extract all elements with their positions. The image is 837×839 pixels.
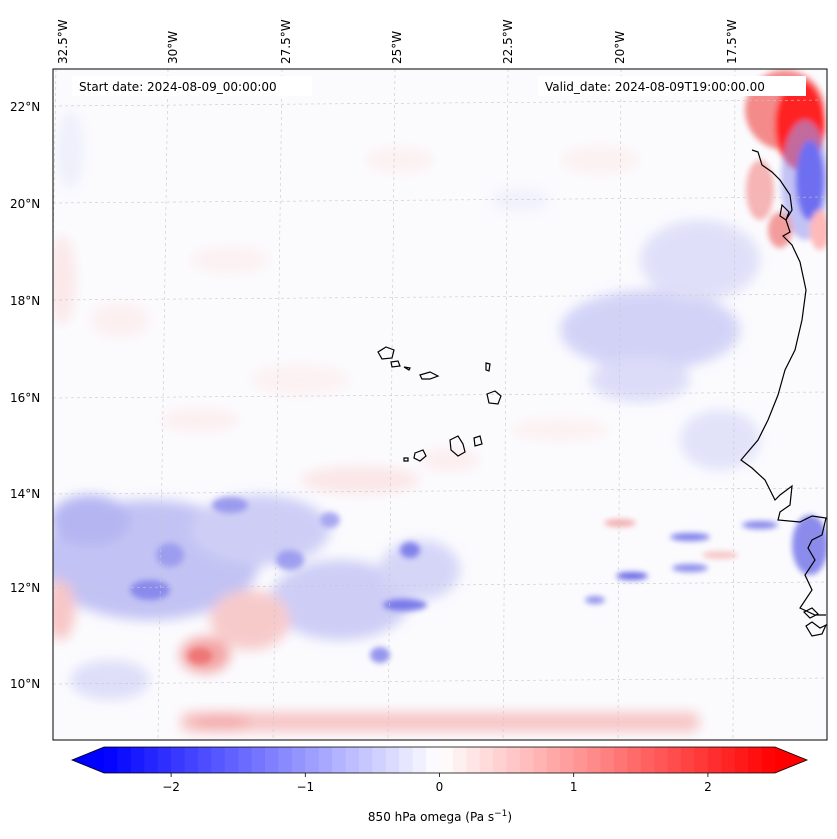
map-frame (52, 68, 828, 741)
colorbar-segment (157, 747, 172, 773)
start-date-box (72, 76, 312, 96)
colorbar-segment (305, 747, 320, 773)
colorbar-segment (613, 747, 628, 773)
colorbar-extend-min (72, 747, 104, 773)
lat-tick-label: 10°N (10, 677, 40, 691)
colorbar-segment (318, 747, 333, 773)
valid-date-label: Valid_date: 2024-08-09T19:00:00.00 (545, 80, 765, 94)
colorbar-segment (117, 747, 132, 773)
colorbar-segment (681, 747, 695, 773)
colorbar-segment (466, 747, 481, 773)
lon-tick-label: 25°W (390, 31, 404, 64)
cape-verde-islands (377, 346, 395, 360)
lat-tick-label: 18°N (10, 294, 40, 308)
lon-tick-labels: 32.5°W 30°W 27.5°W 25°W 22.5°W 20°W 17.5… (56, 19, 739, 64)
colorbar-segment (734, 747, 749, 773)
lat-tick-label: 16°N (10, 391, 40, 405)
colorbar-segment (587, 747, 601, 773)
colorbar-segment (560, 747, 575, 773)
colorbar-segments (104, 747, 776, 773)
colorbar-outline (70, 746, 809, 774)
colorbar-segment (439, 747, 454, 773)
lat-tick-label: 20°N (10, 197, 40, 211)
colorbar-tick-label: 2 (704, 780, 712, 794)
colorbar-segment (721, 747, 736, 773)
colorbar-segment (332, 747, 346, 773)
colorbar-tick-label: 1 (570, 780, 578, 794)
colorbar-tick-label: −2 (162, 780, 180, 794)
colorbar-segment (546, 747, 561, 773)
lat-tick-label: 12°N (10, 581, 40, 595)
lon-tick-label: 32.5°W (56, 19, 70, 64)
lat-tick-label: 14°N (10, 487, 40, 501)
colorbar-segment (761, 747, 776, 773)
colorbar-segment (654, 747, 669, 773)
colorbar-segment (452, 747, 467, 773)
colorbar-ticks: −2 −1 0 1 2 (162, 773, 712, 794)
colorbar-segment (278, 747, 293, 773)
colorbar-extend-max (775, 747, 807, 773)
colorbar-segment (197, 747, 212, 773)
colorbar-segment (358, 747, 373, 773)
colorbar-segment (627, 747, 642, 773)
colorbar-segment (479, 747, 494, 773)
colorbar-segment (520, 747, 534, 773)
lon-tick-label: 30°W (166, 31, 180, 64)
lon-tick-label: 22.5°W (501, 19, 515, 64)
colorbar-segment (238, 747, 253, 773)
colorbar: −2 −1 0 1 2 850 hPa omega (Pa s−1) (70, 746, 809, 824)
map-gridlines (53, 69, 827, 740)
colorbar-segment (533, 747, 548, 773)
africa-coastline (740, 149, 827, 616)
colorbar-segment (412, 747, 427, 773)
colorbar-segment (345, 747, 360, 773)
colorbar-segment (506, 747, 521, 773)
colorbar-segment (573, 747, 588, 773)
lon-tick-label: 17.5°W (725, 19, 739, 64)
colorbar-segment (399, 747, 414, 773)
colorbar-segment (426, 747, 440, 773)
colorbar-segment (748, 747, 762, 773)
colorbar-segment (171, 747, 185, 773)
colorbar-segment (265, 747, 279, 773)
colorbar-segment (385, 747, 400, 773)
colorbar-tick-label: −1 (296, 780, 314, 794)
colorbar-segment (130, 747, 145, 773)
colorbar-segment (640, 747, 655, 773)
start-date-label: Start date: 2024-08-09_00:00:00 (79, 80, 277, 94)
colorbar-segment (600, 747, 615, 773)
colorbar-segment (493, 747, 507, 773)
colorbar-segment (224, 747, 239, 773)
map-plot-area: Start date: 2024-08-09_00:00:00 Valid_da… (53, 69, 827, 740)
colorbar-segment (251, 747, 266, 773)
colorbar-label: 850 hPa omega (Pa s−1) (368, 809, 512, 824)
colorbar-segment (694, 747, 709, 773)
colorbar-segment (144, 747, 159, 773)
colorbar-segment (104, 747, 118, 773)
coastlines (377, 149, 827, 637)
colorbar-segment (667, 747, 682, 773)
lon-tick-label: 27.5°W (279, 19, 293, 64)
colorbar-segment (211, 747, 226, 773)
colorbar-segment (291, 747, 306, 773)
colorbar-segment (184, 747, 199, 773)
colorbar-segment (372, 747, 387, 773)
lon-tick-label: 20°W (613, 31, 627, 64)
valid-date-box (538, 76, 806, 96)
omega-field (53, 70, 827, 732)
lat-tick-labels: 22°N 20°N 18°N 16°N 14°N 12°N 10°N (10, 100, 40, 691)
colorbar-segment (707, 747, 722, 773)
colorbar-tick-label: 0 (436, 780, 444, 794)
lat-tick-label: 22°N (10, 100, 40, 114)
